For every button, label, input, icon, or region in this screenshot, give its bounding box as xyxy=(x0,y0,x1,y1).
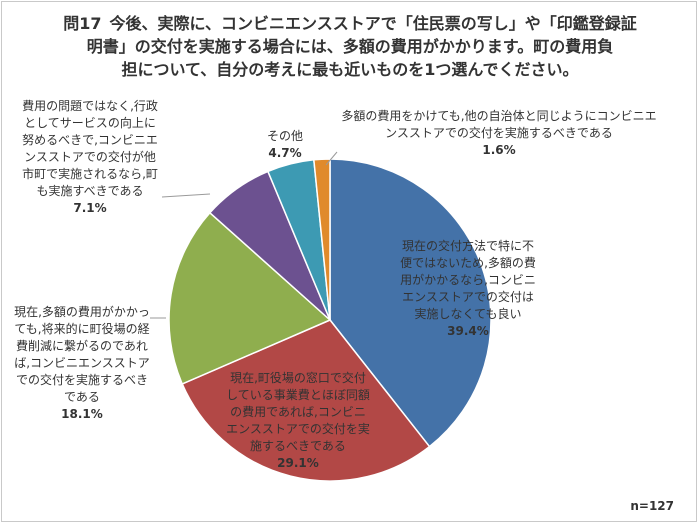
sample-size: n=127 xyxy=(630,499,674,513)
slice-label-no-need: 現在の交付方法で特に不便ではないため,多額の費用がかかるなら,コンビニエンススト… xyxy=(400,239,536,338)
slice-same-as-others xyxy=(313,158,331,321)
slice-label-service-improvement: 費用の問題ではなく,行政としてサービスの向上に努めるべきで,コンビニエンスストア… xyxy=(22,99,158,215)
slice-label-same-cost: 現在,町役場の窓口で交付している事業費とほぼ同額の費用であれば,コンビニエンスス… xyxy=(226,371,370,470)
title-line-1: 問17 今後、実際に、コンビニエンスストアで「住民票の写し」や「印鑑登録証 xyxy=(63,14,637,33)
slice-no-need xyxy=(329,158,492,448)
title-line-2: 明書」の交付を実施する場合には、多額の費用がかかります。町の費用負 xyxy=(86,37,614,56)
slice-label-same-as-others: 多額の費用をかけても,他の自治体と同じようにコンビニエンスストアでの交付を実施す… xyxy=(341,109,657,157)
slice-label-other: その他 4.7% xyxy=(266,129,303,160)
question-title: 問17 今後、実際に、コンビニエンスストアで「住民票の写し」や「印鑑登録証 明書」… xyxy=(40,12,660,81)
leader-line-service-improvement xyxy=(161,193,211,198)
slice-future-savings xyxy=(168,211,332,385)
leader-line-same-as-others xyxy=(325,151,338,166)
title-line-3: 担について、自分の考えに最も近いものを1つ選んでください。 xyxy=(121,60,579,79)
slice-same-cost xyxy=(181,319,431,482)
slice-label-future-savings: 現在,多額の費用がかかっても,将来的に町役場の経費削減に繋がるのであれば,コンビ… xyxy=(14,305,150,421)
question-number: 問17 xyxy=(63,14,102,33)
